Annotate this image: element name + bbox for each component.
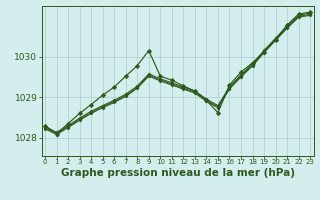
X-axis label: Graphe pression niveau de la mer (hPa): Graphe pression niveau de la mer (hPa) — [60, 168, 295, 178]
